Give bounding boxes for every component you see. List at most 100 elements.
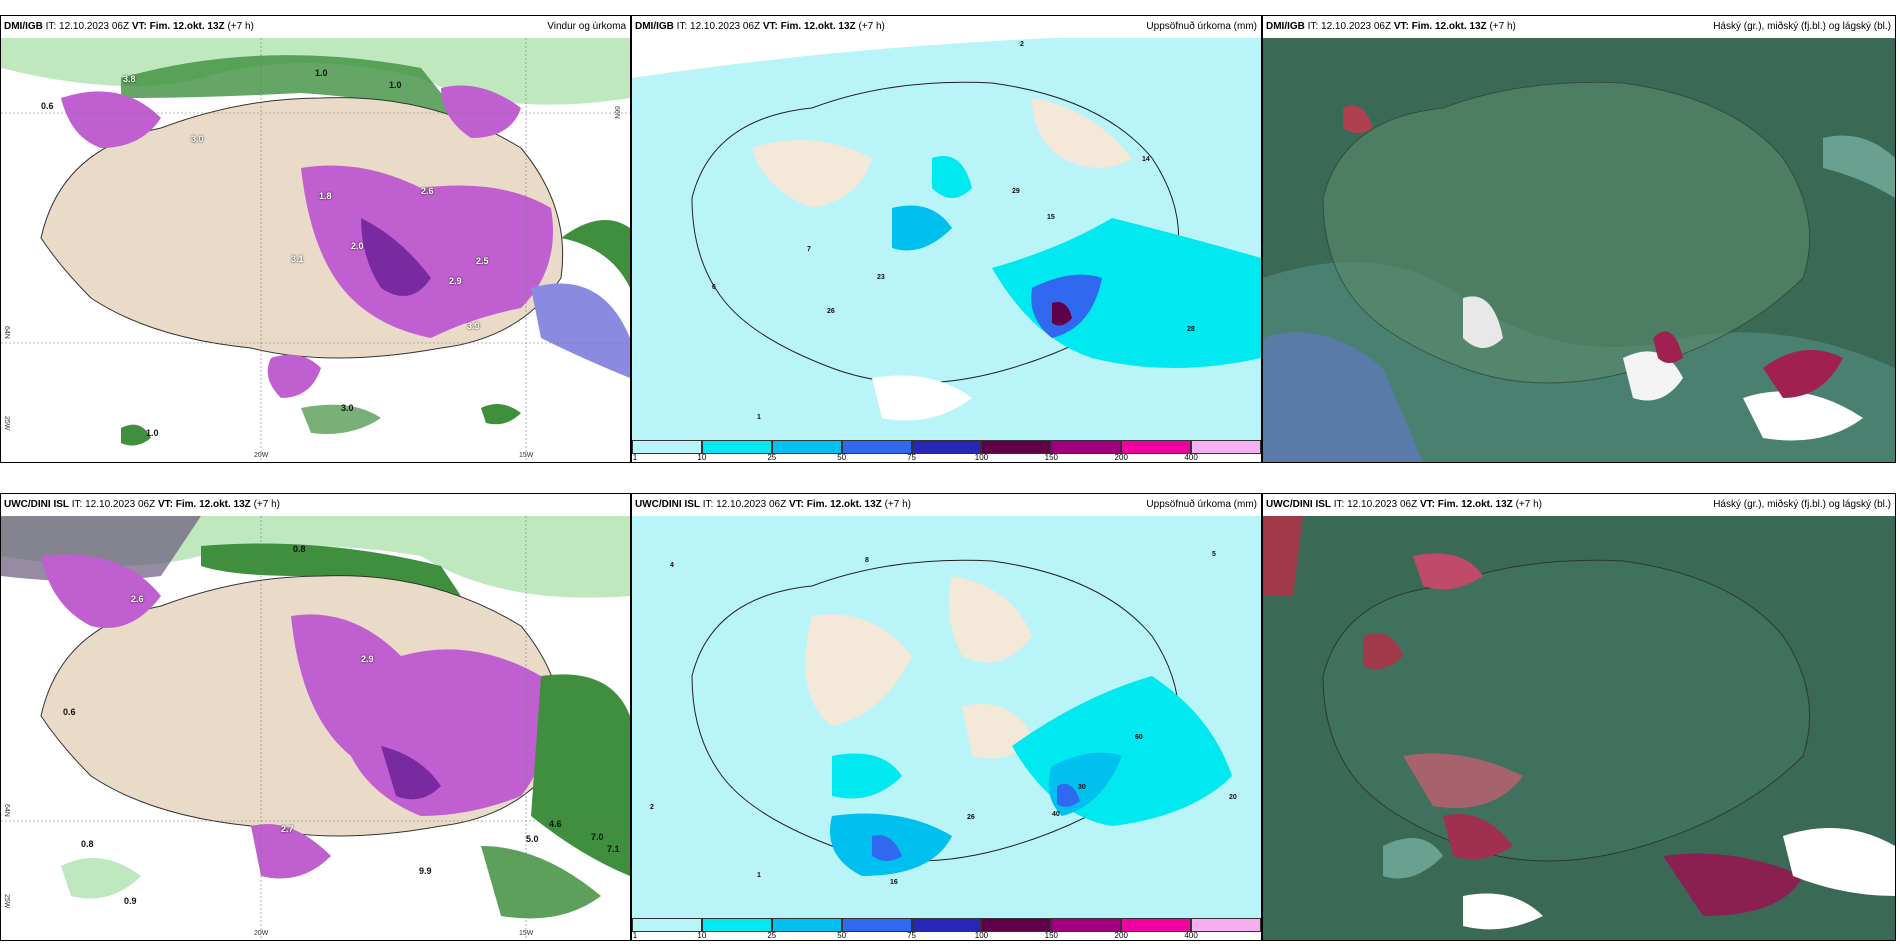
panel-header: DMI/IGB IT: 12.10.2023 06Z VT: Fim. 12.o… [1, 16, 630, 38]
lat-label-64n: 64N [3, 804, 10, 817]
lon-label-20w: 20W [254, 930, 269, 937]
wind-value: 2.6 [421, 186, 434, 196]
panel-clouds-uwc: UWC/DINI ISL IT: 12.10.2023 06Z VT: Fim.… [1262, 493, 1896, 941]
panel-precip-uwc: UWC/DINI ISL IT: 12.10.2023 06Z VT: Fim.… [631, 493, 1262, 941]
lat-label-64n: 64N [3, 326, 10, 339]
wind-value: 0.6 [41, 101, 54, 111]
wind-value: 7.1 [607, 844, 620, 854]
colorbar-swatch [981, 440, 1052, 454]
precip-value: 6 [712, 284, 716, 291]
colorbar-label: 25 [767, 931, 777, 940]
precip-value: 60 [1135, 734, 1143, 741]
colorbar-swatch [1121, 918, 1192, 932]
colorbar-label: 200 [1114, 931, 1128, 940]
clouds-map [1263, 516, 1895, 940]
colorbar-swatch [1191, 918, 1261, 932]
panel-title: Háský (gr.), miðský (fj.bl.) og lágský (… [1713, 21, 1891, 32]
colorbar-swatch [1191, 440, 1261, 454]
wind-value: 3.8 [123, 74, 136, 84]
wind-value: 3.0 [341, 403, 354, 413]
panel-wind-precip-uwc: UWC/DINI ISL IT: 12.10.2023 06Z VT: Fim.… [0, 493, 631, 941]
precip-colorbar: 1 10 25 50 75 100 150 200 400 [632, 440, 1261, 462]
panel-header: DMI/IGB IT: 12.10.2023 06Z VT: Fim. 12.o… [632, 16, 1261, 38]
colorbar-swatch [771, 918, 842, 932]
wind-value: 2.6 [131, 594, 144, 604]
wind-value: 3.9 [467, 321, 480, 331]
precip-value: 5 [1212, 551, 1216, 558]
lon-label-20w: 20W [254, 452, 269, 459]
colorbar-label: 10 [697, 931, 707, 940]
precip-map [632, 516, 1261, 920]
panel-title: Uppsöfnuð úrkoma (mm) [1146, 21, 1257, 32]
wind-value: 0.8 [81, 839, 94, 849]
lon-label-15w: 15W [519, 452, 534, 459]
colorbar-label: 200 [1114, 453, 1128, 462]
wind-value: 4.6 [549, 819, 562, 829]
wind-value: 1.0 [146, 428, 159, 438]
panel-header: UWC/DINI ISL IT: 12.10.2023 06Z VT: Fim.… [632, 494, 1261, 516]
colorbar-label: 1 [632, 931, 638, 940]
colorbar-swatch [841, 918, 912, 932]
panel-header: UWC/DINI ISL IT: 12.10.2023 06Z VT: Fim.… [4, 499, 280, 510]
wind-value: 5.0 [526, 834, 539, 844]
colorbar-label: 75 [907, 931, 916, 940]
wind-value: 0.8 [293, 544, 306, 554]
wind-value: 2.7 [281, 824, 294, 834]
precip-value: 26 [827, 308, 835, 315]
wind-value: 2.9 [449, 276, 462, 286]
colorbar-label: 400 [1184, 453, 1198, 462]
precip-value: 2 [650, 804, 654, 811]
colorbar-swatch [911, 440, 982, 454]
wind-value: 1.8 [319, 191, 332, 201]
precip-value: 1 [757, 414, 761, 421]
colorbar-swatch [981, 918, 1052, 932]
wind-precip-map [1, 516, 630, 940]
precip-value: 15 [1047, 214, 1055, 221]
panel-precip-dmi: DMI/IGB IT: 12.10.2023 06Z VT: Fim. 12.o… [631, 15, 1262, 463]
colorbar-swatch [701, 918, 772, 932]
panel-header: UWC/DINI ISL IT: 12.10.2023 06Z VT: Fim.… [1263, 494, 1895, 516]
panel-clouds-dmi: DMI/IGB IT: 12.10.2023 06Z VT: Fim. 12.o… [1262, 15, 1896, 463]
precip-value: 28 [1187, 326, 1195, 333]
colorbar-swatch [911, 918, 982, 932]
colorbar-label: 400 [1184, 931, 1198, 940]
wind-value: 1.0 [389, 80, 402, 90]
lon-label-25w: 25W [3, 894, 10, 909]
precip-map [632, 38, 1261, 442]
colorbar-label: 50 [837, 931, 847, 940]
wind-value: 2.5 [476, 256, 489, 266]
precip-value: 7 [807, 246, 811, 253]
wind-precip-map [1, 38, 630, 462]
colorbar-label: 100 [974, 931, 989, 940]
precip-value: 16 [890, 879, 898, 886]
wind-value: 0.6 [63, 707, 76, 717]
precip-value: 26 [967, 814, 975, 821]
precip-value: 1 [757, 872, 761, 879]
colorbar-swatch [1121, 440, 1192, 454]
wind-value: 3.0 [191, 134, 204, 144]
colorbar-label: 75 [907, 453, 916, 462]
wind-value: 2.0 [351, 241, 364, 251]
wind-value: 9.9 [419, 866, 432, 876]
panel-header: DMI/IGB IT: 12.10.2023 06Z VT: Fim. 12.o… [1263, 16, 1895, 38]
precip-colorbar: 1 10 25 50 75 100 150 200 400 [632, 918, 1261, 940]
colorbar-swatch [841, 440, 912, 454]
panel-wind-precip-dmi: DMI/IGB IT: 12.10.2023 06Z VT: Fim. 12.o… [0, 15, 631, 463]
panel-title: Vindur og úrkoma [547, 21, 626, 32]
wind-value: 3.1 [291, 254, 304, 264]
colorbar-label: 10 [697, 453, 707, 462]
colorbar-label: 50 [837, 453, 847, 462]
precip-value: 20 [1229, 794, 1237, 801]
colorbar-swatch [1051, 918, 1122, 932]
colorbar-swatch [632, 918, 702, 932]
wind-value: 2.9 [361, 654, 374, 664]
precip-value: 8 [865, 557, 869, 564]
precip-value: 29 [1012, 188, 1020, 195]
wind-value: 7.0 [591, 832, 604, 842]
lon-label-15w: 15W [519, 930, 534, 937]
precip-value: 23 [877, 274, 885, 281]
panel-title: Háský (gr.), miðský (fj.bl.) og lágský (… [1713, 499, 1891, 510]
precip-value: 40 [1052, 811, 1060, 818]
lon-label-25w: 25W [3, 416, 10, 431]
panel-title: Uppsöfnuð úrkoma (mm) [1146, 499, 1257, 510]
